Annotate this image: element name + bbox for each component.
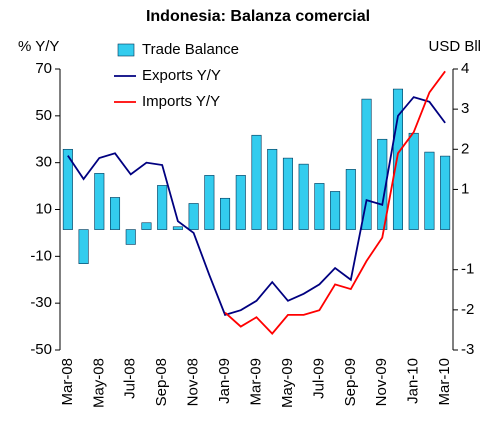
bar [125,229,136,245]
bar [361,98,372,230]
bar [204,175,215,230]
y2-tick-label: 2 [461,140,469,157]
x-tick-label: Jan-09 [216,358,233,404]
y2-tick-label: 4 [461,60,469,77]
x-tick-label: Jul-08 [122,358,139,399]
bar [157,185,168,230]
bar [345,169,356,230]
y-tick-label: 70 [35,60,52,77]
x-tick-label: Sep-08 [153,358,170,406]
bar [282,157,293,230]
bar [78,229,89,264]
bar [314,183,325,230]
bar [251,134,262,230]
legend-label: Exports Y/Y [142,67,221,84]
y-tick-label: -10 [30,247,52,264]
y-axis-label: % Y/Y [18,38,59,55]
bar [110,197,121,230]
x-tick-label: Jul-09 [310,358,327,399]
y2-tick-label: -2 [461,301,474,318]
y2-tick-label: -1 [461,261,474,278]
y-tick-label: -30 [30,294,52,311]
bar [408,132,419,230]
y2-axis-label: USD Bll [428,38,481,55]
bar [377,138,388,230]
bar [172,226,183,230]
y2-tick-label: 1 [461,180,469,197]
legend-label: Trade Balance [142,41,239,58]
y-tick-label: 50 [35,107,52,124]
y2-tick-label: 3 [461,100,469,117]
x-tick-label: Nov-09 [373,358,390,406]
x-tick-label: May-08 [90,358,107,408]
y-tick-label: -50 [30,341,52,358]
bar [235,175,246,230]
bar [298,163,309,230]
bar [424,151,435,230]
bar [392,88,403,230]
x-tick-label: Mar-09 [247,358,264,406]
bar [267,148,278,230]
x-tick-label: Jan-10 [405,358,422,404]
bar [94,173,105,230]
bar [220,197,231,230]
x-tick-label: May-09 [279,358,296,408]
bar [62,148,73,230]
line-series [67,96,446,316]
x-tick-label: Nov-08 [185,358,202,406]
y2-tick-label: -3 [461,341,474,358]
legend-label: Imports Y/Y [142,93,220,110]
x-tick-label: Mar-08 [59,358,76,406]
bar [141,222,152,230]
x-tick-label: Sep-09 [342,358,359,406]
line-series [224,70,446,335]
bar [330,191,341,230]
y-tick-label: 10 [35,200,52,217]
y-tick-label: 30 [35,154,52,171]
x-tick-label: Mar-10 [436,358,453,406]
bar [188,203,199,230]
chart-title: Indonesia: Balanza comercial [146,8,370,25]
legend-swatch [117,43,135,57]
bar [440,155,451,230]
